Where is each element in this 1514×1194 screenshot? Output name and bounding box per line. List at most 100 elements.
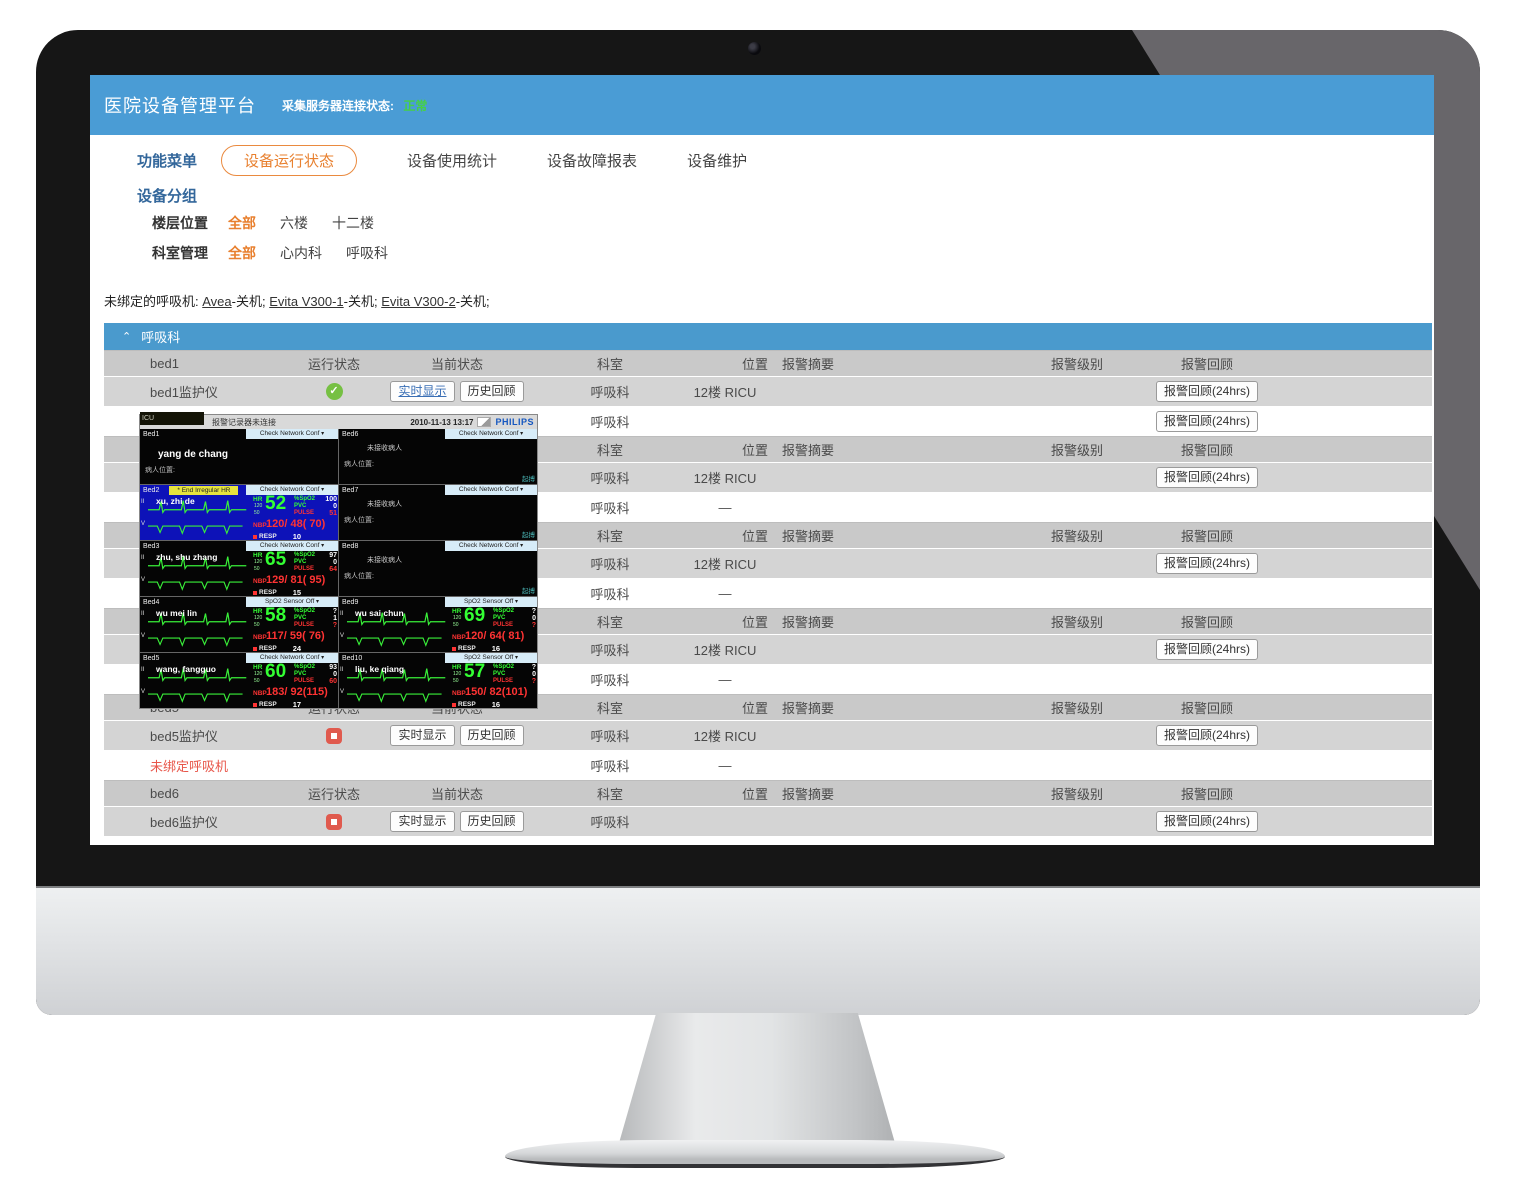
resp-label: RESP [259,701,277,708]
alarm-review-button[interactable]: 报警回顾(24hrs) [1155,553,1258,574]
spo2-label: %SpO2 [294,608,316,614]
bed-id: Bed2 [143,486,160,494]
alarm-review-button[interactable]: 报警回顾(24hrs) [1155,411,1258,432]
nbp-value: 120/ 48( 70) [266,518,326,530]
pulse-label: PULSE [294,566,315,572]
lead-v-label: V [141,633,146,639]
ecg-trace-v [347,637,442,647]
alarm-review-button[interactable]: 报警回顾(24hrs) [1155,725,1258,746]
ecg-waveforms: II V [339,663,451,708]
ventilator-link-evita2[interactable]: Evita V300-2 [381,294,456,309]
col-location: 位置 [741,443,768,458]
viewer-titlebar: ICU 报警记录器未连接 2010-11-13 13:17 PHILIPS [140,412,537,429]
collapse-caret-icon[interactable]: ⌃ [122,331,132,343]
filter-dept-respiratory[interactable]: 呼吸科 [346,245,388,261]
lead-ii-label: II [340,611,344,617]
alarm-review-button[interactable]: 报警回顾(24hrs) [1155,467,1258,488]
network-conf-dropdown[interactable]: Check Network Conf [445,485,537,495]
unbound-prefix: 未绑定的呼吸机: [104,294,199,309]
bed-id: Bed5 [143,654,160,662]
bed-monitor-panel: Bed9 SpO2 Sensor Off wu sai chun II V HR… [339,597,537,652]
col-alarm-review: 报警回顾 [1180,529,1233,544]
col-alarm-summary: 报警摘要 [782,529,835,544]
device-name: bed5监护仪 [150,729,218,744]
network-conf-dropdown[interactable]: SpO2 Sensor Off [445,597,537,607]
patient-location-label: 病人位置: [145,467,175,474]
history-review-button[interactable]: 历史回顾 [459,381,524,402]
hr-label: HR [253,608,263,615]
nbp-label: NBP [452,634,466,641]
filter-floor-6[interactable]: 六楼 [280,215,308,231]
ventilator-link-evita1[interactable]: Evita V300-1 [269,294,344,309]
col-dept: 科室 [596,615,623,630]
unbound-suffix: -关机; [231,294,266,309]
filter-dept-cardiology[interactable]: 心内科 [280,245,322,261]
history-review-button[interactable]: 历史回顾 [459,811,524,832]
tab-device-maintenance[interactable]: 设备维护 [687,152,748,170]
history-review-button[interactable]: 历史回顾 [459,725,524,746]
ventilator-dept: 呼吸科 [590,587,630,602]
realtime-view-button[interactable]: 实时显示 [390,725,455,746]
stopped-icon [326,727,342,744]
filter-dept-all[interactable]: 全部 [228,245,256,261]
device-grouping-label: 设备分组 [137,188,198,205]
filter-floor-all[interactable]: 全部 [228,215,256,231]
patient-name: wang, fangguo [156,664,216,674]
alarm-review-button[interactable]: 报警回顾(24hrs) [1155,811,1258,832]
ecg-waveforms: II V [140,607,252,652]
device-name: bed6监护仪 [150,815,218,830]
realtime-view-button[interactable]: 实时显示 [390,811,455,832]
network-conf-dropdown[interactable]: Check Network Conf [246,541,338,551]
hr-value: 65 [265,549,287,570]
col-dept: 科室 [596,787,623,802]
ecg-waveforms: II V [140,663,252,708]
realtime-view-button[interactable]: 实时显示 [390,381,455,402]
lead-ii-label: II [340,667,344,673]
col-dept: 科室 [596,443,623,458]
col-alarm-review: 报警回顾 [1180,615,1233,630]
pulse-value: 60 [329,678,337,685]
network-conf-dropdown[interactable]: Check Network Conf [246,653,338,663]
server-status-value: 正常 [403,98,428,113]
imac-monitor: 医院设备管理平台 采集服务器连接状态: 正常 功能菜单 设备运行状态 设备使用统… [36,30,1480,1015]
tab-device-fault-report[interactable]: 设备故障报表 [547,152,638,170]
col-dept: 科室 [596,701,623,716]
filter-floor: 楼层位置 全部 六楼 十二楼 [152,213,398,233]
tab-device-running-status[interactable]: 设备运行状态 [221,144,358,176]
imac-chin [36,886,1480,1015]
network-conf-dropdown[interactable]: Check Network Conf [246,429,338,439]
filter-floor-12[interactable]: 十二楼 [332,215,374,231]
ventilator-location: — [718,758,732,773]
pacing-status-label: 起搏 [522,588,535,595]
server-status-label: 采集服务器连接状态: [282,98,394,113]
nbp-label: NBP [253,578,267,585]
pulse-value: ? [531,622,536,629]
app-header: 医院设备管理平台 采集服务器连接状态: 正常 [90,75,1434,135]
resp-value: 10 [292,532,302,540]
tab-device-usage-stats[interactable]: 设备使用统计 [407,152,498,170]
hr-limit-low: 50 [254,566,260,572]
lead-ii-label: II [141,499,145,505]
nav-menu-label: 功能菜单 [137,152,198,170]
network-conf-dropdown[interactable]: SpO2 Sensor Off [246,597,338,607]
network-conf-dropdown[interactable]: Check Network Conf [445,429,537,439]
ecg-trace-v [148,581,243,591]
network-conf-dropdown[interactable]: SpO2 Sensor Off [445,653,537,663]
device-dept: 呼吸科 [590,471,630,486]
bed-id: Bed7 [342,486,359,494]
lead-v-label: V [141,521,146,527]
network-conf-dropdown[interactable]: Check Network Conf [246,485,338,495]
network-conf-dropdown[interactable]: Check Network Conf [445,541,537,551]
bed-monitor-panel: Bed4 SpO2 Sensor Off wu mei lin II V HR … [140,597,338,652]
alarm-review-button[interactable]: 报警回顾(24hrs) [1155,381,1258,402]
resp-value: 24 [292,644,302,652]
bed-group-header-row: bed1 运行状态 当前状态 科室 位置 报警摘要 报警级别 报警回顾 [104,350,1432,377]
ventilator-link-avea[interactable]: Avea [202,294,232,309]
alarm-review-button[interactable]: 报警回顾(24hrs) [1155,639,1258,660]
resp-value: 16 [491,700,501,708]
hr-value: 52 [265,493,287,514]
section-respiratory[interactable]: ⌃ 呼吸科 [104,323,1432,350]
hr-limit-high: 120 [453,615,462,621]
col-alarm-level: 报警级别 [1050,701,1103,716]
